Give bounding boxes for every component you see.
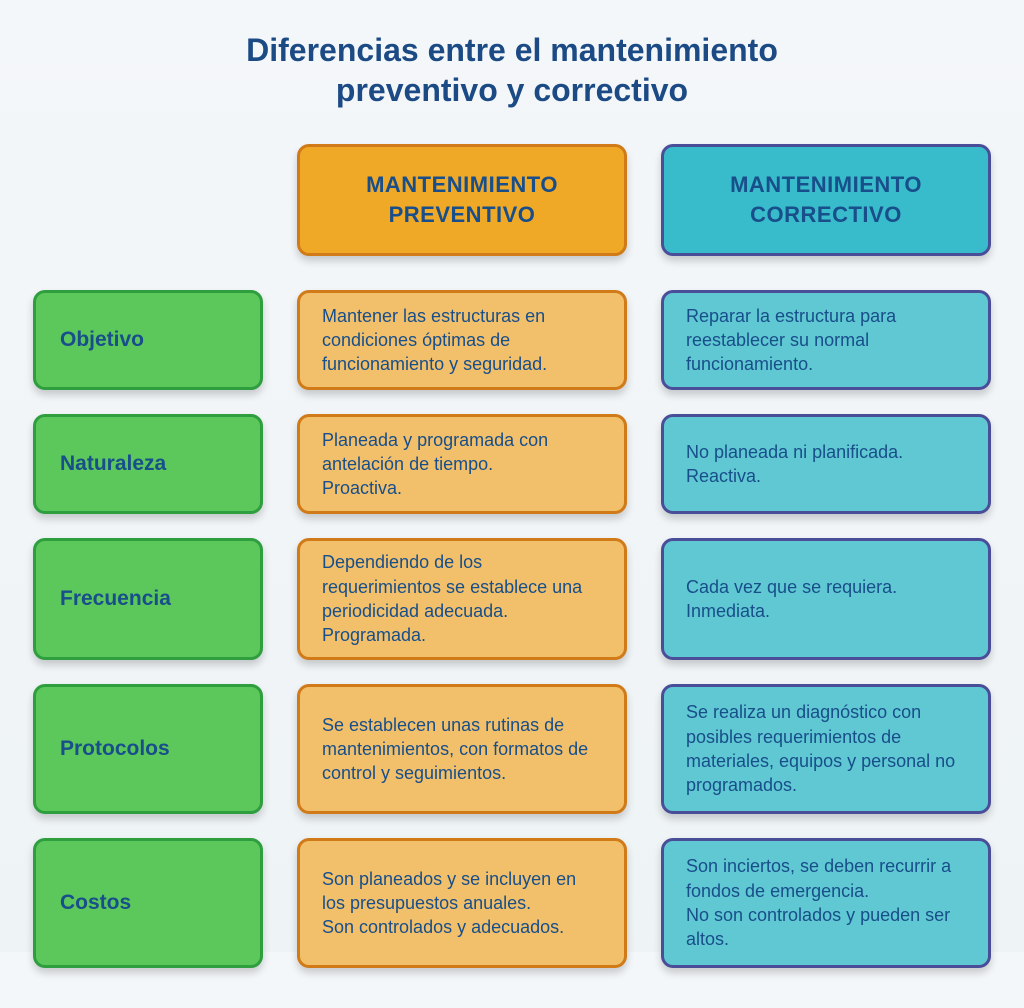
comparison-grid: MANTENIMIENTOPREVENTIVOMANTENIMIENTOCORR… (32, 144, 992, 968)
row-gap (297, 390, 627, 414)
cell-frecuencia-correctivo: Cada vez que se requiera. Inmediata. (661, 538, 991, 660)
column-header-line1: MANTENIMIENTO (730, 170, 922, 200)
cell-objetivo-correctivo: Reparar la estructura para reestablecer … (661, 290, 991, 390)
row-gap (33, 814, 263, 838)
column-header-line2: CORRECTIVO (750, 200, 902, 230)
column-header-preventivo: MANTENIMIENTOPREVENTIVO (297, 144, 627, 256)
cell-naturaleza-correctivo: No planeada ni planificada. Reactiva. (661, 414, 991, 514)
row-gap (33, 660, 263, 684)
cell-costos-correctivo: Son inciertos, se deben recurrir a fondo… (661, 838, 991, 968)
cell-frecuencia-preventivo: Dependiendo de los requerimientos se est… (297, 538, 627, 660)
row-label-protocolos: Protocolos (33, 684, 263, 814)
row-gap (33, 390, 263, 414)
row-gap (33, 514, 263, 538)
cell-protocolos-correctivo: Se realiza un diagnóstico con posibles r… (661, 684, 991, 814)
header-spacer (33, 144, 263, 256)
row-gap (661, 660, 991, 684)
infographic-wrapper: Diferencias entre el mantenimiento preve… (0, 0, 1024, 1008)
cell-costos-preventivo: Son planeados y se incluyen en los presu… (297, 838, 627, 968)
row-label-frecuencia: Frecuencia (33, 538, 263, 660)
cell-objetivo-preventivo: Mantener las estructuras en condiciones … (297, 290, 627, 390)
row-gap (661, 514, 991, 538)
column-header-correctivo: MANTENIMIENTOCORRECTIVO (661, 144, 991, 256)
row-label-objetivo: Objetivo (33, 290, 263, 390)
cell-protocolos-preventivo: Se establecen unas rutinas de mantenimie… (297, 684, 627, 814)
row-label-naturaleza: Naturaleza (33, 414, 263, 514)
row-gap (297, 514, 627, 538)
row-gap (661, 390, 991, 414)
row-gap (661, 814, 991, 838)
column-header-line1: MANTENIMIENTO (366, 170, 558, 200)
column-header-line2: PREVENTIVO (389, 200, 536, 230)
row-label-costos: Costos (33, 838, 263, 968)
row-gap (297, 814, 627, 838)
cell-naturaleza-preventivo: Planeada y programada con antelación de … (297, 414, 627, 514)
page-title: Diferencias entre el mantenimiento preve… (32, 30, 992, 110)
row-gap (297, 660, 627, 684)
